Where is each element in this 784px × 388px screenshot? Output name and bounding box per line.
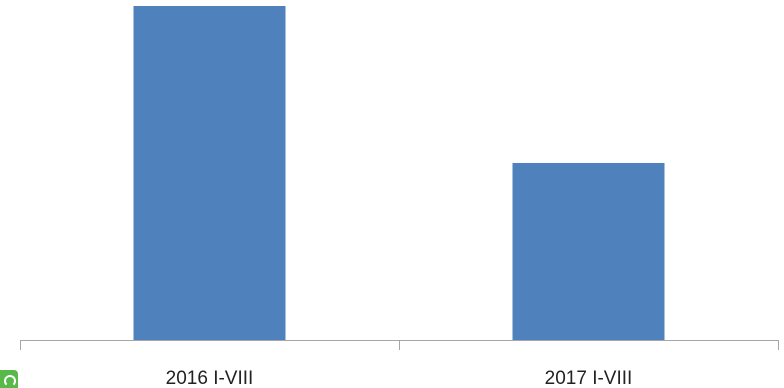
logo-icon (0, 370, 18, 388)
x-axis-labels: 2016 I-VIII 2017 I-VIII (166, 368, 633, 388)
x-axis-ticks (20, 340, 779, 350)
x-tick-label-2: 2017 I-VIII (545, 368, 633, 388)
bar-2 (512, 162, 665, 340)
bars-group (133, 6, 665, 340)
bar-1 (133, 6, 286, 340)
x-tick-label-1: 2016 I-VIII (166, 368, 254, 388)
